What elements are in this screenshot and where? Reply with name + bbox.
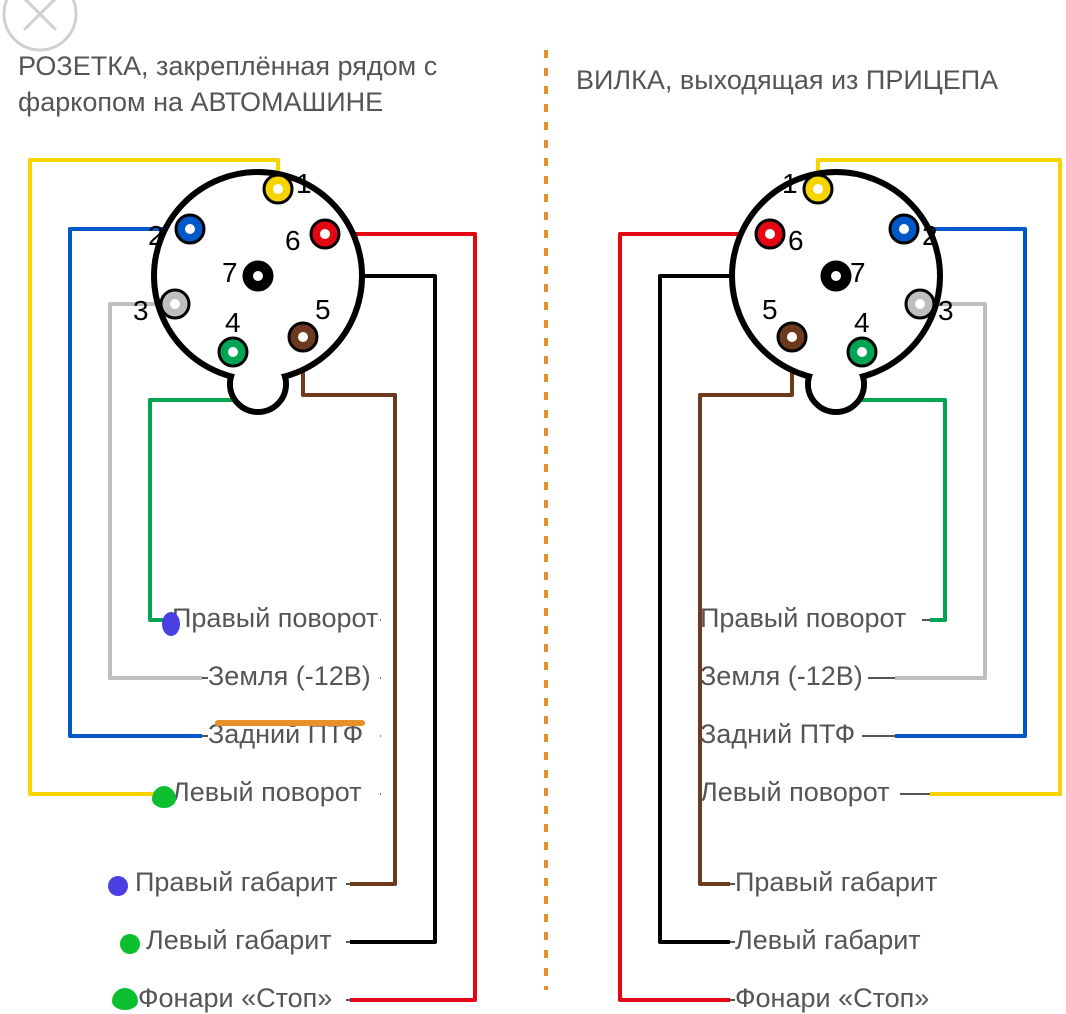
wire-label-left-7: Левый габарит	[146, 925, 332, 956]
wire-label-left-1: Левый поворот	[172, 777, 362, 808]
header-left: РОЗЕТКА, закреплённая рядом с фаркопом н…	[18, 48, 528, 121]
wire-label-right-4: Правый поворот	[700, 603, 906, 634]
svg-text:3: 3	[938, 295, 954, 326]
svg-text:6: 6	[285, 225, 301, 256]
wire-label-right-1: Левый поворот	[700, 777, 890, 808]
wire-label-right-3: Земля (-12В)	[700, 661, 863, 692]
svg-text:1: 1	[782, 168, 798, 199]
header-right-line1: ВИЛКА, выходящая из ПРИЦЕПА	[576, 65, 998, 95]
svg-text:5: 5	[315, 294, 331, 325]
svg-text:3: 3	[133, 295, 149, 326]
wire-label-left-3: Земля (-12В)	[208, 661, 371, 692]
header-left-line1: РОЗЕТКА, закреплённая рядом с	[18, 51, 437, 81]
header-right: ВИЛКА, выходящая из ПРИЦЕПА	[576, 62, 1056, 98]
wire-label-left-4: Правый поворот	[172, 603, 378, 634]
svg-text:4: 4	[225, 307, 241, 338]
wire-label-right-2: Задний ПТФ	[700, 719, 855, 750]
svg-text:2: 2	[922, 220, 938, 251]
svg-text:5: 5	[762, 294, 778, 325]
svg-text:7: 7	[222, 257, 238, 288]
annotation-dot	[162, 612, 180, 636]
svg-text:2: 2	[148, 220, 164, 251]
annotation-dot	[152, 786, 176, 808]
wire-label-left-5: Правый габарит	[135, 867, 337, 898]
svg-text:7: 7	[850, 257, 866, 288]
annotation-dot	[108, 876, 128, 896]
annotation-strike	[215, 720, 365, 726]
svg-text:1: 1	[296, 168, 312, 199]
svg-text:4: 4	[854, 307, 870, 338]
annotation-dot	[120, 934, 140, 954]
annotation-dot	[112, 988, 138, 1010]
wire-label-right-6: Фонари «Стоп»	[735, 983, 929, 1014]
wire-label-right-7: Левый габарит	[735, 925, 921, 956]
wire-label-left-6: Фонари «Стоп»	[138, 983, 332, 1014]
svg-text:6: 6	[788, 225, 804, 256]
wire-label-right-5: Правый габарит	[735, 867, 937, 898]
header-left-line2: фаркопом на АВТОМАШИНЕ	[18, 87, 383, 117]
